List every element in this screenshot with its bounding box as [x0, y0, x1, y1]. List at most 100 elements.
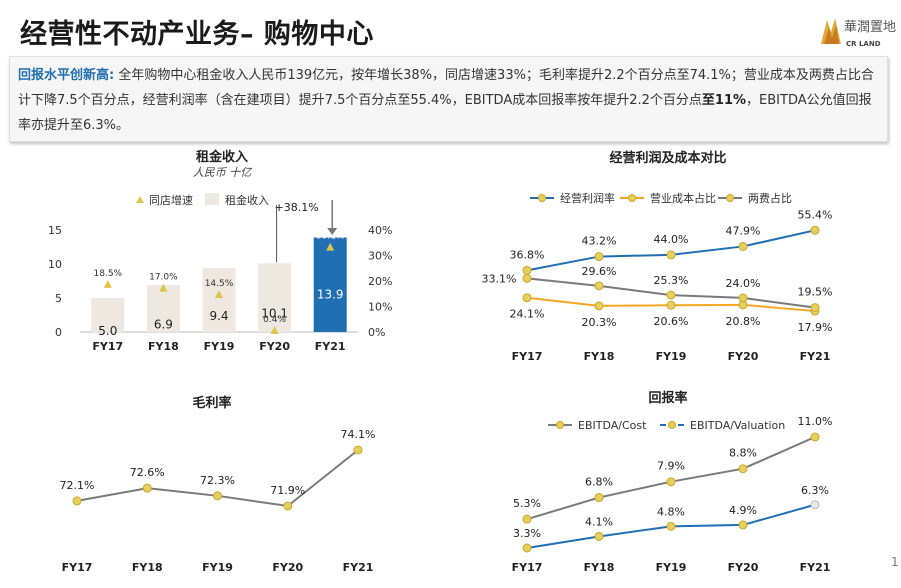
point-0-1 [594, 252, 604, 262]
logo-subtext: CR LAND [846, 40, 881, 48]
x-tick-label: FY17 [92, 340, 123, 353]
data-label: 8.8% [729, 447, 757, 460]
x-tick-label: FY18 [584, 350, 615, 363]
point-0-2 [666, 250, 676, 260]
summary-box: 回报水平创新高: 全年购物中心租金收入人民币139亿元，按年增长38%，同店增速… [9, 56, 888, 142]
point-2-2 [666, 290, 676, 300]
bar-FY21 [313, 237, 347, 332]
bar-FY17 [91, 298, 125, 332]
x-tick-label: FY19 [656, 350, 687, 363]
legend-label-1: EBITDA/Valuation [690, 419, 785, 432]
data-label: 55.4% [798, 208, 833, 221]
legend-swatch-rent [205, 193, 219, 205]
data-label: 47.9% [726, 224, 761, 237]
legend-marker-1 [628, 194, 636, 202]
data-label: 29.6% [582, 265, 617, 278]
data-label: 20.6% [654, 315, 689, 328]
data-label: 5.3% [513, 497, 541, 510]
data-label: 4.1% [585, 515, 613, 528]
data-label: 7.9% [657, 460, 685, 473]
x-tick-label: FY21 [800, 350, 831, 363]
point-1-4 [810, 500, 820, 510]
legend-label-1: 营业成本占比 [650, 191, 716, 205]
x-tick-label: FY17 [62, 561, 93, 574]
bar-value-label: 6.9 [154, 318, 173, 332]
point-0-1 [142, 483, 152, 493]
point-0-2 [213, 491, 222, 501]
data-label: 20.8% [726, 315, 761, 328]
bar-FY20 [258, 263, 292, 332]
x-tick-label: FY18 [584, 561, 615, 574]
legend-label-rent: 租金收入 [225, 193, 269, 207]
y-tick-label: 0 [55, 326, 62, 339]
data-label: 72.3% [200, 474, 235, 487]
bar-value-label: 10.1 [261, 307, 288, 321]
data-label: 33.1% [482, 272, 517, 285]
marker-value-label: 17.0% [149, 273, 178, 283]
point-1-2 [666, 521, 676, 531]
marker-FY17 [103, 279, 112, 288]
page-number: 1 [891, 555, 899, 569]
point-0-3 [738, 241, 748, 251]
marker-FY19 [215, 290, 223, 299]
chart-title: 回报率 [648, 390, 687, 406]
point-1-0 [522, 543, 532, 553]
x-tick-label: FY17 [512, 350, 543, 363]
point-2-3 [738, 293, 748, 303]
legend-label-same-store: 同店增速 [149, 193, 193, 207]
x-tick-label: FY20 [272, 561, 303, 574]
bar-value-label: 13.9 [317, 288, 344, 302]
point-0-4 [810, 432, 820, 442]
point-0-0 [72, 496, 82, 506]
point-1-0 [522, 293, 532, 303]
x-tick-label: FY20 [728, 350, 759, 363]
marker-value-label: 33.1% [316, 232, 345, 242]
bar-FY18 [146, 285, 180, 332]
point-2-1 [594, 281, 604, 291]
data-label: 3.3% [513, 527, 541, 540]
chart-subtitle: 人民币 十亿 [193, 166, 253, 179]
y2-tick-label: 40% [368, 224, 392, 237]
data-label: 19.5% [798, 286, 833, 299]
data-label: 71.9% [270, 484, 305, 497]
growth-annotation: +38.1% [275, 201, 319, 214]
y2-tick-label: 30% [368, 250, 392, 263]
page-title: 经营性不动产业务– 购物中心 [20, 19, 374, 50]
y2-tick-label: 0% [368, 326, 385, 339]
point-0-3 [738, 464, 748, 474]
callout-arrow-head [327, 228, 338, 235]
legend-marker-0 [538, 194, 546, 202]
point-0-3 [283, 501, 293, 511]
legend-marker-0 [556, 421, 564, 429]
legend-marker-1 [668, 421, 676, 429]
x-tick-label: FY19 [204, 340, 235, 353]
point-0-0 [522, 514, 532, 524]
data-label: 6.3% [801, 484, 829, 497]
chart-title: 经营利润及成本对比 [609, 150, 726, 166]
point-0-4 [810, 225, 820, 235]
y-tick-label: 15 [48, 224, 62, 237]
logo: 華潤置地 CR LAND [818, 14, 896, 54]
x-tick-label: FY20 [259, 340, 290, 353]
marker-FY18 [159, 283, 168, 292]
data-label: 4.8% [657, 505, 685, 518]
summary-bold: 至11% [701, 93, 747, 108]
logo-text: 華潤置地 [844, 20, 897, 35]
summary-line1: 全年购物中心租金收入人民币139亿元，按年增长38%，同店增速33%；毛利率提升… [18, 68, 874, 108]
y-tick-label: 5 [55, 292, 62, 305]
x-tick-label: FY18 [132, 561, 163, 574]
point-2-0 [522, 273, 532, 283]
point-0-0 [522, 265, 532, 275]
marker-value-label: 14.5% [205, 279, 234, 289]
legend-marker-2 [726, 194, 734, 202]
point-0-2 [666, 477, 676, 487]
summary-text: 回报水平创新高: 全年购物中心租金收入人民币139亿元，按年增长38%，同店增速… [18, 63, 884, 138]
legend-label-2: 两费占比 [748, 191, 792, 205]
point-1-2 [666, 300, 676, 310]
data-label: 4.9% [729, 504, 757, 517]
data-label: 72.6% [130, 466, 165, 479]
x-tick-label: FY19 [202, 561, 233, 574]
data-label: 36.8% [510, 248, 545, 261]
